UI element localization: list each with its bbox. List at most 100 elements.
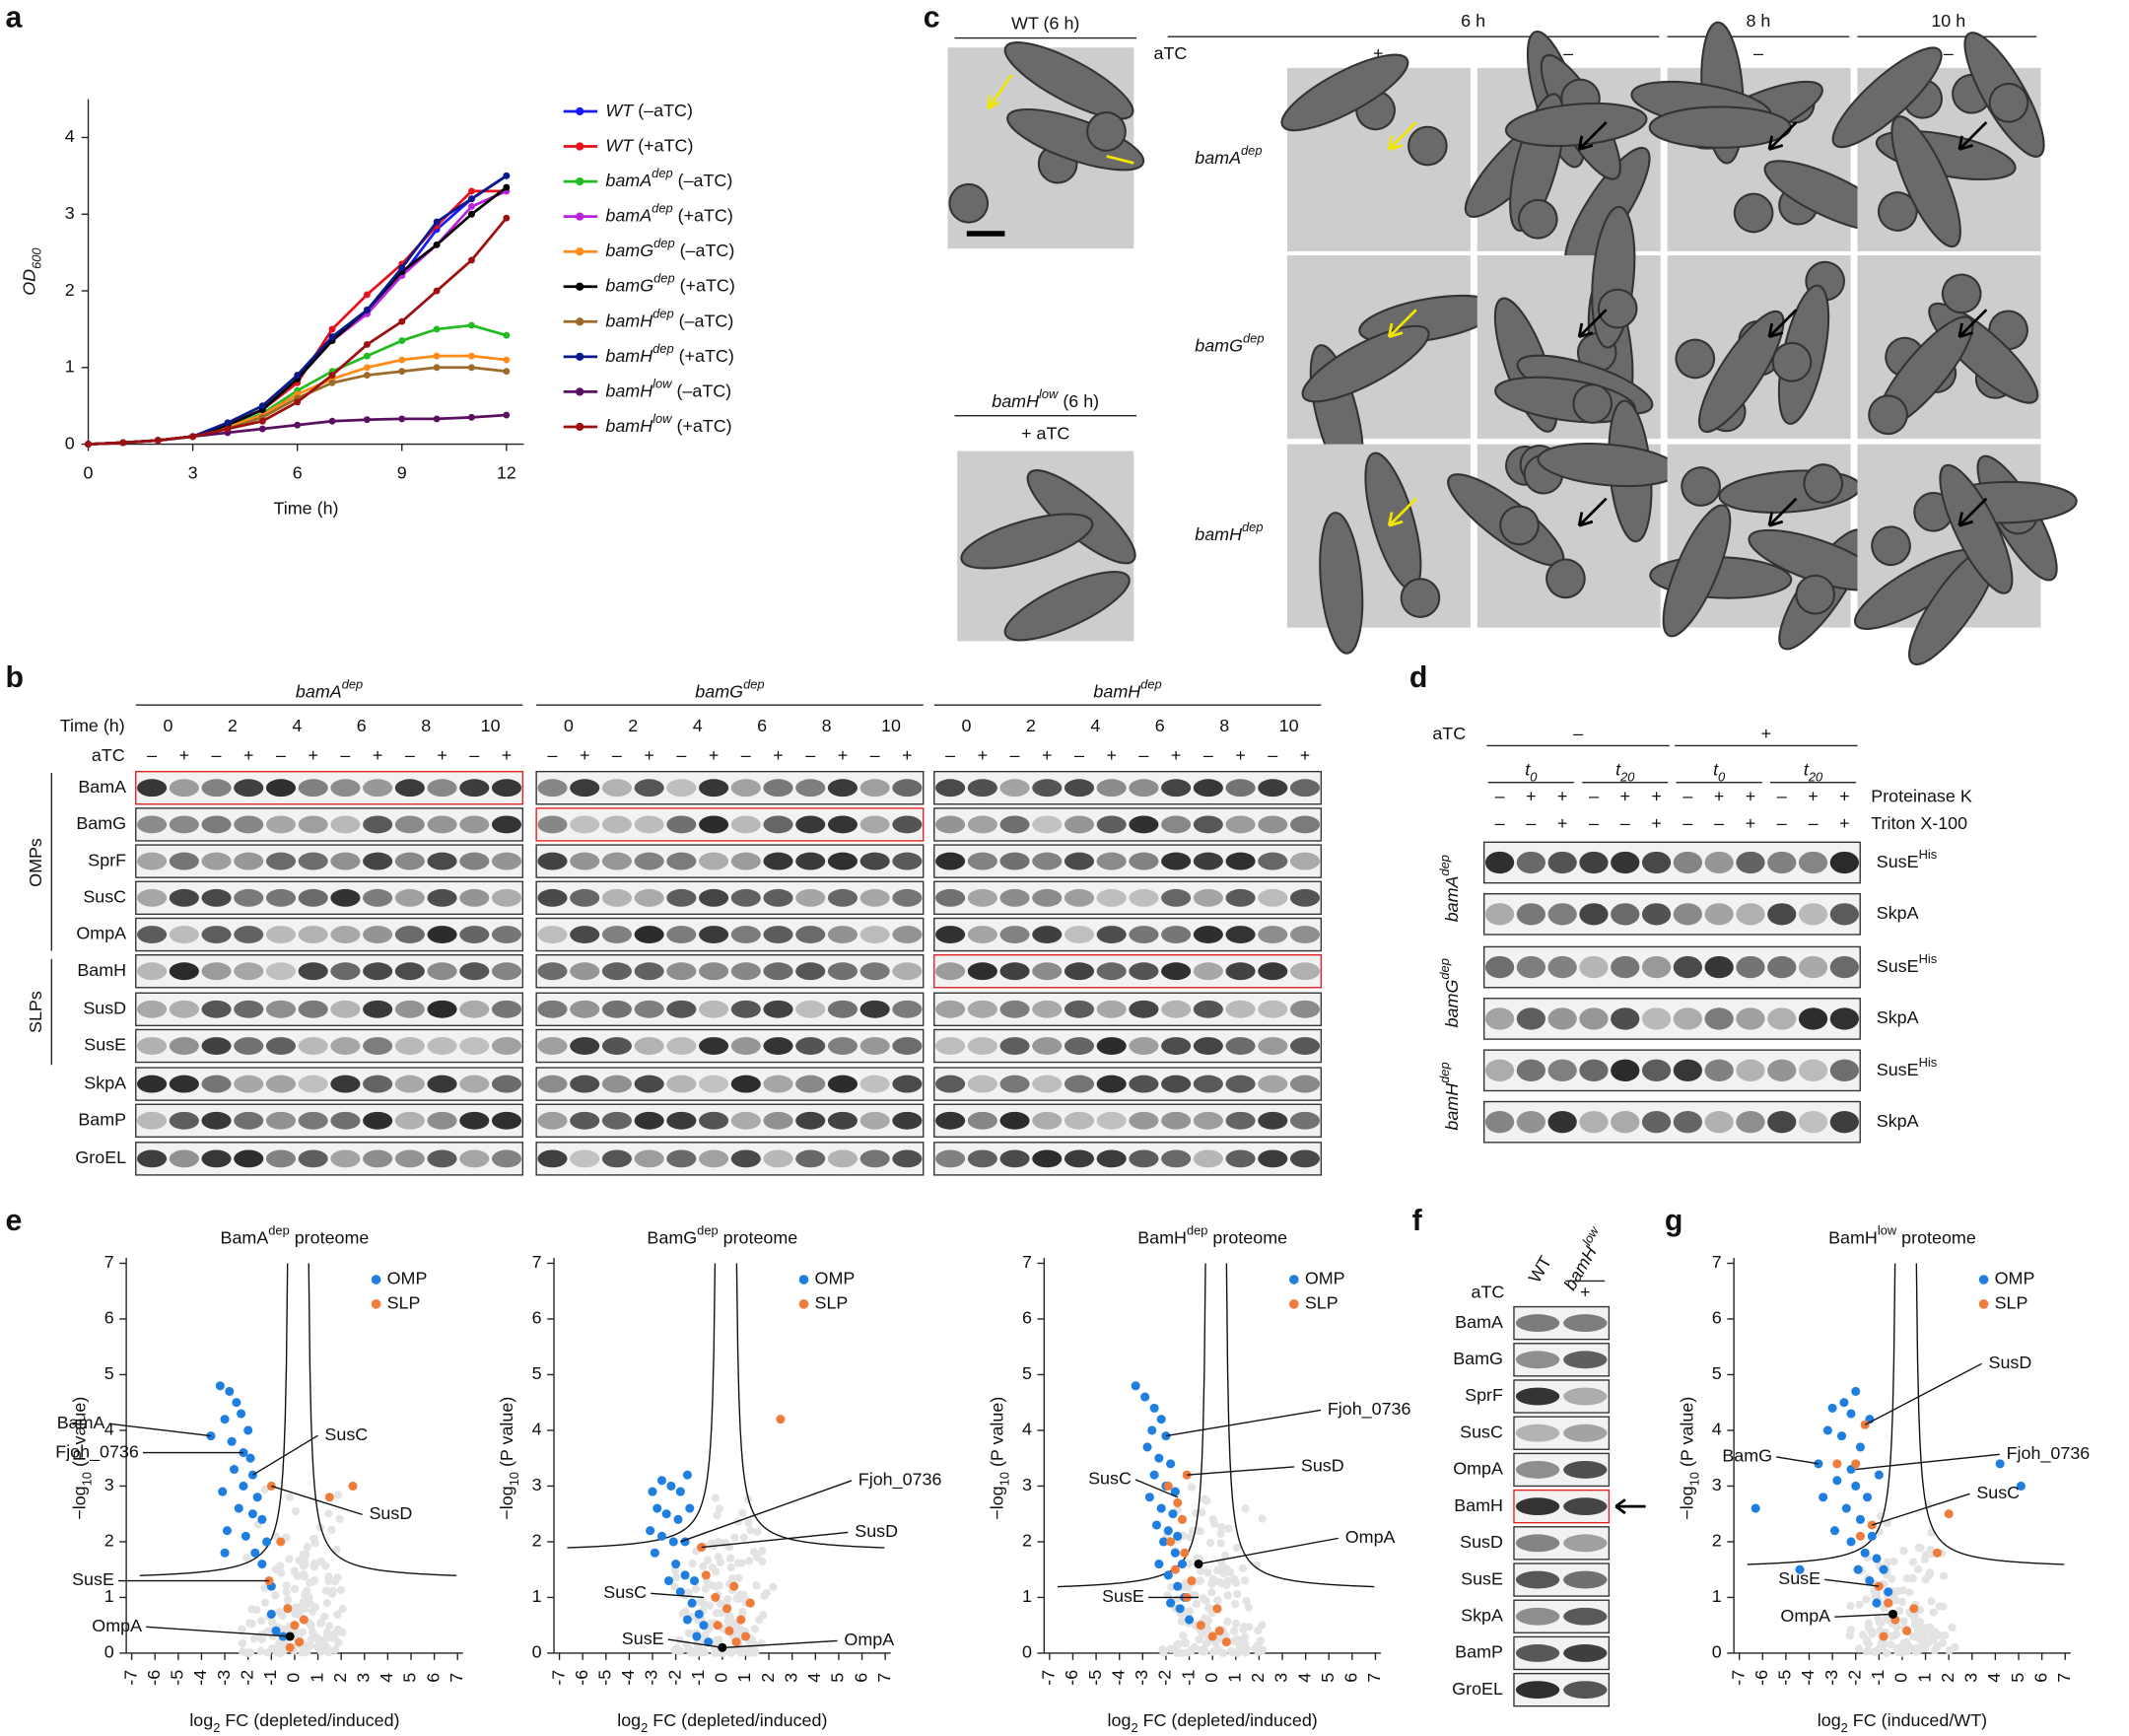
blot-strip bbox=[535, 1103, 925, 1139]
legend-dot bbox=[576, 176, 584, 186]
point bbox=[1184, 1615, 1195, 1625]
blot-band bbox=[999, 962, 1030, 981]
y-tick-label: 1 bbox=[104, 1586, 114, 1606]
text-part: dep bbox=[268, 1223, 289, 1238]
background-point bbox=[750, 1625, 760, 1633]
blot-band bbox=[999, 1075, 1030, 1093]
tx-sign: – bbox=[1589, 813, 1599, 833]
background-point bbox=[292, 1603, 301, 1612]
blot-strip bbox=[135, 992, 524, 1027]
protein-label: GroEL bbox=[75, 1147, 126, 1167]
text-part: (+aTC) bbox=[671, 416, 731, 436]
blot-band bbox=[234, 1075, 264, 1093]
background-point bbox=[1172, 1648, 1182, 1657]
background-point bbox=[1185, 1607, 1194, 1616]
background-point bbox=[310, 1539, 319, 1548]
blot-band bbox=[795, 815, 826, 834]
text-part: (–aTC) bbox=[671, 381, 731, 400]
arrow bbox=[1387, 497, 1417, 527]
text-part: (P value) bbox=[497, 1397, 516, 1472]
legend-dot bbox=[371, 1298, 381, 1309]
blot-band bbox=[999, 1037, 1030, 1055]
background-point bbox=[325, 1622, 334, 1631]
pk-sign: – bbox=[1777, 787, 1787, 806]
blot-strip bbox=[1482, 1049, 1861, 1092]
point bbox=[328, 372, 336, 380]
chart-title: BamHdep proteome bbox=[1137, 1223, 1287, 1248]
blot-band bbox=[1096, 1075, 1127, 1093]
point bbox=[1159, 1537, 1169, 1547]
blot-strip bbox=[933, 1028, 1323, 1064]
blot-band bbox=[999, 852, 1030, 870]
blot-band bbox=[666, 888, 697, 907]
blot-band bbox=[1032, 888, 1063, 907]
leader-line bbox=[146, 1626, 291, 1637]
blot-strip bbox=[1482, 998, 1861, 1040]
text-part: 20 bbox=[1808, 769, 1823, 784]
blot-band bbox=[1515, 1351, 1560, 1369]
blot-band bbox=[763, 962, 793, 981]
group-title: bamAdep bbox=[296, 677, 363, 702]
blot-band bbox=[298, 852, 328, 870]
point bbox=[225, 1386, 235, 1396]
blot-strip bbox=[933, 1067, 1323, 1101]
blot-band bbox=[330, 888, 361, 907]
point bbox=[468, 364, 475, 372]
protein-label: SusC bbox=[1460, 1422, 1503, 1441]
atc-sign: + bbox=[644, 745, 653, 765]
x-tick-label: 6 bbox=[423, 1673, 443, 1683]
blot-band bbox=[1161, 1000, 1192, 1018]
arrow bbox=[1957, 497, 1988, 527]
point bbox=[363, 307, 371, 313]
blot-band bbox=[1258, 779, 1288, 798]
blot-band bbox=[859, 1037, 890, 1055]
blot-band bbox=[394, 852, 425, 870]
protein-label: OmpA bbox=[1453, 1459, 1503, 1479]
cell bbox=[1698, 310, 1785, 434]
blot-band bbox=[634, 1149, 664, 1168]
y-axis-label: OD600 bbox=[19, 247, 43, 296]
atc-sign: – bbox=[276, 745, 286, 765]
legend-label: bamHlow (+aTC) bbox=[605, 411, 731, 436]
blot-band bbox=[699, 1037, 729, 1055]
background-point bbox=[1908, 1558, 1918, 1566]
point bbox=[731, 1637, 741, 1647]
blot-band bbox=[601, 962, 632, 981]
blot-band bbox=[265, 779, 297, 798]
x-tick-label: -5 bbox=[1775, 1670, 1795, 1686]
blot-band bbox=[1225, 815, 1256, 834]
background-point bbox=[762, 1588, 771, 1598]
blot-band bbox=[1829, 1007, 1859, 1030]
point bbox=[1841, 1503, 1851, 1513]
x-tick-label: 1 bbox=[1225, 1673, 1245, 1683]
text-part: bamA bbox=[1195, 148, 1241, 168]
blot-band bbox=[1193, 1075, 1223, 1093]
time-label: 0 bbox=[564, 716, 574, 735]
background-point bbox=[293, 1571, 302, 1581]
background-point bbox=[1185, 1560, 1194, 1568]
point bbox=[1851, 1459, 1861, 1469]
blot-band bbox=[1563, 1497, 1608, 1516]
point bbox=[237, 1409, 246, 1419]
threshold-curve bbox=[139, 1263, 457, 1576]
blot-band bbox=[967, 1000, 997, 1018]
leader-line bbox=[724, 1639, 838, 1648]
x-tick-label: 1 bbox=[734, 1673, 754, 1683]
point bbox=[652, 1503, 662, 1513]
blot-band bbox=[234, 1000, 264, 1018]
protein-label: SusD bbox=[83, 999, 126, 1018]
background-point bbox=[298, 1628, 308, 1636]
blot-band bbox=[634, 1111, 664, 1130]
point bbox=[699, 1621, 709, 1631]
background-point bbox=[310, 1603, 320, 1612]
x-tick-label: 3 bbox=[188, 463, 198, 483]
point bbox=[258, 402, 266, 410]
blot-band bbox=[1225, 1037, 1256, 1055]
blot-band bbox=[1736, 1007, 1765, 1030]
text-part: 2 bbox=[1131, 1720, 1137, 1735]
leader-line bbox=[1864, 1362, 1982, 1425]
background-point bbox=[1918, 1640, 1928, 1650]
background-point bbox=[1887, 1640, 1895, 1649]
blot-band bbox=[537, 962, 568, 981]
arrow bbox=[1614, 1498, 1646, 1515]
